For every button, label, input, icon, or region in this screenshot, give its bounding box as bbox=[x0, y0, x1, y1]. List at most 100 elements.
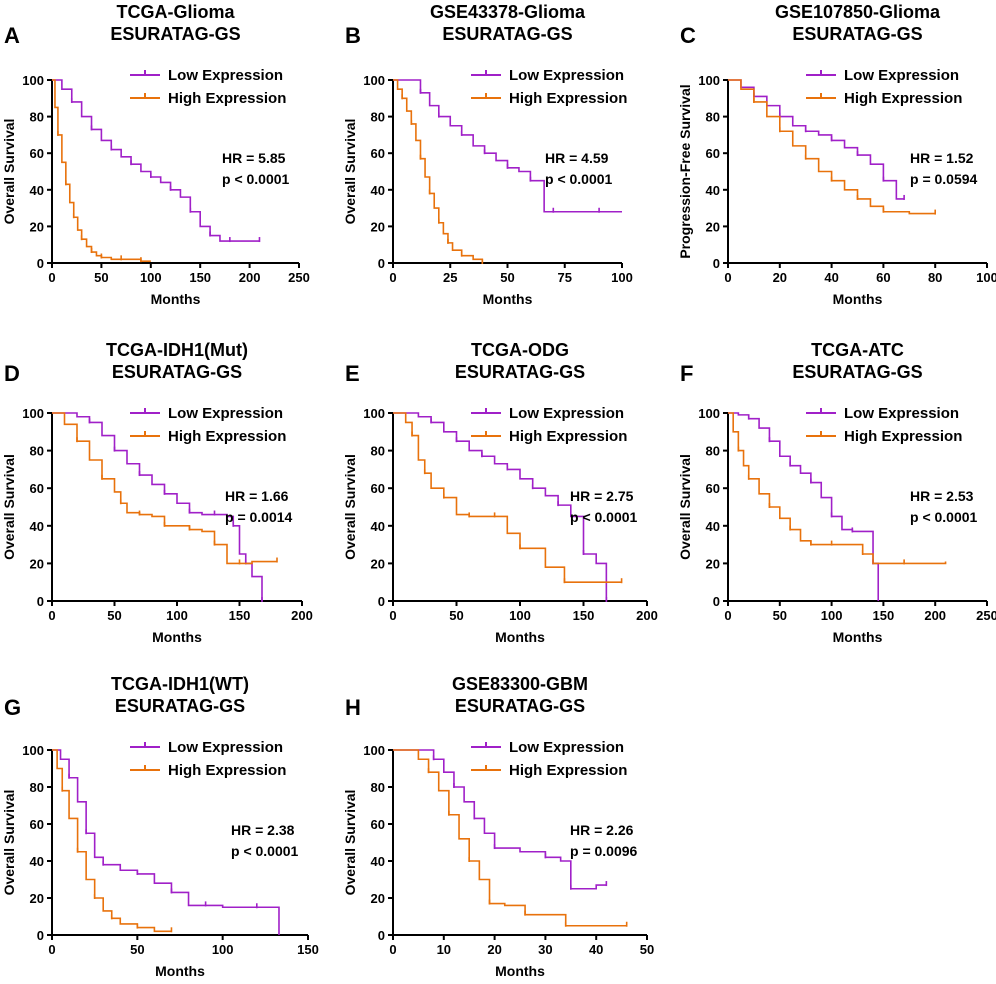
legend-low-expression-label: Low Expression bbox=[168, 405, 283, 422]
chart-title-line: GSE107850-Glioma bbox=[775, 2, 941, 22]
p-value-label: p < 0.0001 bbox=[222, 171, 290, 187]
y-tick-label: 100 bbox=[22, 743, 44, 758]
x-tick-label: 0 bbox=[389, 270, 396, 285]
low-expression-curve bbox=[52, 412, 263, 601]
y-tick-label: 20 bbox=[706, 219, 720, 234]
y-tick-label: 80 bbox=[706, 444, 720, 459]
y-tick-label: 40 bbox=[371, 854, 385, 869]
chart-title-line: ESURATAG-GS bbox=[455, 696, 585, 716]
y-tick-label: 80 bbox=[371, 444, 385, 459]
panel-letter: H bbox=[345, 695, 361, 720]
high-expression-curve bbox=[728, 79, 936, 215]
x-tick-label: 50 bbox=[94, 270, 108, 285]
p-value-label: p < 0.0001 bbox=[231, 843, 299, 859]
high-expression-curve bbox=[393, 412, 622, 583]
x-axis-label: Months bbox=[152, 629, 202, 645]
panel-D: D TCGA-IDH1(Mut)ESURATAG-GS 0 50 100 150 200 0 2… bbox=[1, 340, 313, 645]
chart-title-line: ESURATAG-GS bbox=[112, 362, 242, 382]
x-tick-label: 50 bbox=[107, 608, 121, 623]
x-tick-label: 100 bbox=[821, 608, 843, 623]
x-tick-label: 100 bbox=[140, 270, 162, 285]
panel-letter: D bbox=[4, 361, 20, 386]
chart-title-line: ESURATAG-GS bbox=[455, 362, 585, 382]
chart-title-line: GSE83300-GBM bbox=[452, 674, 588, 694]
y-tick-label: 60 bbox=[30, 481, 44, 496]
legend-high-expression-label: High Expression bbox=[509, 428, 627, 445]
chart-title-line: TCGA-ODG bbox=[471, 340, 569, 360]
x-tick-label: 0 bbox=[724, 270, 731, 285]
x-tick-label: 250 bbox=[288, 270, 310, 285]
y-tick-label: 100 bbox=[22, 73, 44, 88]
chart-title-line: TCGA-IDH1(WT) bbox=[111, 674, 249, 694]
x-tick-label: 200 bbox=[636, 608, 658, 623]
x-axis-label: Months bbox=[483, 291, 533, 307]
legend-high-expression-label: High Expression bbox=[509, 90, 627, 107]
y-tick-label: 20 bbox=[30, 891, 44, 906]
y-tick-label: 40 bbox=[371, 519, 385, 534]
x-tick-label: 50 bbox=[640, 942, 654, 957]
y-tick-label: 80 bbox=[30, 780, 44, 795]
low-expression-curve bbox=[393, 749, 607, 890]
high-expression-curve bbox=[52, 412, 277, 565]
legend-high-expression-label: High Expression bbox=[168, 762, 286, 779]
legend-high-expression-label: High Expression bbox=[844, 90, 962, 107]
low-expression-curve bbox=[52, 79, 260, 242]
y-tick-label: 100 bbox=[363, 73, 385, 88]
x-tick-label: 0 bbox=[389, 608, 396, 623]
y-tick-label: 20 bbox=[30, 556, 44, 571]
y-tick-label: 0 bbox=[37, 928, 44, 943]
y-tick-label: 60 bbox=[371, 817, 385, 832]
y-tick-label: 100 bbox=[22, 406, 44, 421]
y-tick-label: 0 bbox=[37, 594, 44, 609]
legend-low-expression-label: Low Expression bbox=[168, 67, 283, 84]
x-tick-label: 100 bbox=[611, 270, 633, 285]
p-value-label: p = 0.0096 bbox=[570, 843, 638, 859]
hazard-ratio-label: HR = 5.85 bbox=[222, 150, 286, 166]
y-tick-label: 20 bbox=[371, 891, 385, 906]
y-tick-label: 20 bbox=[30, 219, 44, 234]
x-tick-label: 40 bbox=[589, 942, 603, 957]
y-axis-label: Progression-Free Survival bbox=[677, 84, 693, 258]
x-axis-label: Months bbox=[495, 629, 545, 645]
x-tick-label: 100 bbox=[166, 608, 188, 623]
x-tick-label: 200 bbox=[291, 608, 313, 623]
y-tick-label: 0 bbox=[37, 256, 44, 271]
x-tick-label: 150 bbox=[573, 608, 595, 623]
x-tick-label: 60 bbox=[876, 270, 890, 285]
x-tick-label: 20 bbox=[487, 942, 501, 957]
p-value-label: p < 0.0001 bbox=[570, 509, 638, 525]
x-tick-label: 25 bbox=[443, 270, 457, 285]
y-axis-label: Overall Survival bbox=[342, 454, 358, 560]
y-tick-label: 60 bbox=[30, 146, 44, 161]
y-tick-label: 60 bbox=[706, 146, 720, 161]
y-tick-label: 20 bbox=[706, 556, 720, 571]
x-tick-label: 40 bbox=[824, 270, 838, 285]
high-expression-curve bbox=[52, 79, 151, 262]
y-axis-label: Overall Survival bbox=[677, 454, 693, 560]
legend-high-expression-label: High Expression bbox=[168, 90, 286, 107]
legend-low-expression-label: Low Expression bbox=[509, 405, 624, 422]
low-expression-curve bbox=[52, 749, 280, 935]
legend-low-expression-label: Low Expression bbox=[844, 67, 959, 84]
panel-letter: G bbox=[4, 695, 21, 720]
y-axis-label: Overall Survival bbox=[342, 790, 358, 896]
y-tick-label: 0 bbox=[378, 594, 385, 609]
x-tick-label: 0 bbox=[389, 942, 396, 957]
x-tick-label: 0 bbox=[48, 270, 55, 285]
y-tick-label: 60 bbox=[371, 146, 385, 161]
x-tick-label: 150 bbox=[297, 942, 319, 957]
hazard-ratio-label: HR = 2.26 bbox=[570, 822, 634, 838]
x-tick-label: 80 bbox=[928, 270, 942, 285]
legend-high-expression-label: High Expression bbox=[844, 428, 962, 445]
y-tick-label: 20 bbox=[371, 219, 385, 234]
x-tick-label: 250 bbox=[976, 608, 996, 623]
x-tick-label: 0 bbox=[48, 608, 55, 623]
x-tick-label: 50 bbox=[500, 270, 514, 285]
y-tick-label: 40 bbox=[30, 183, 44, 198]
x-tick-label: 30 bbox=[538, 942, 552, 957]
y-tick-label: 60 bbox=[706, 481, 720, 496]
y-tick-label: 40 bbox=[706, 183, 720, 198]
